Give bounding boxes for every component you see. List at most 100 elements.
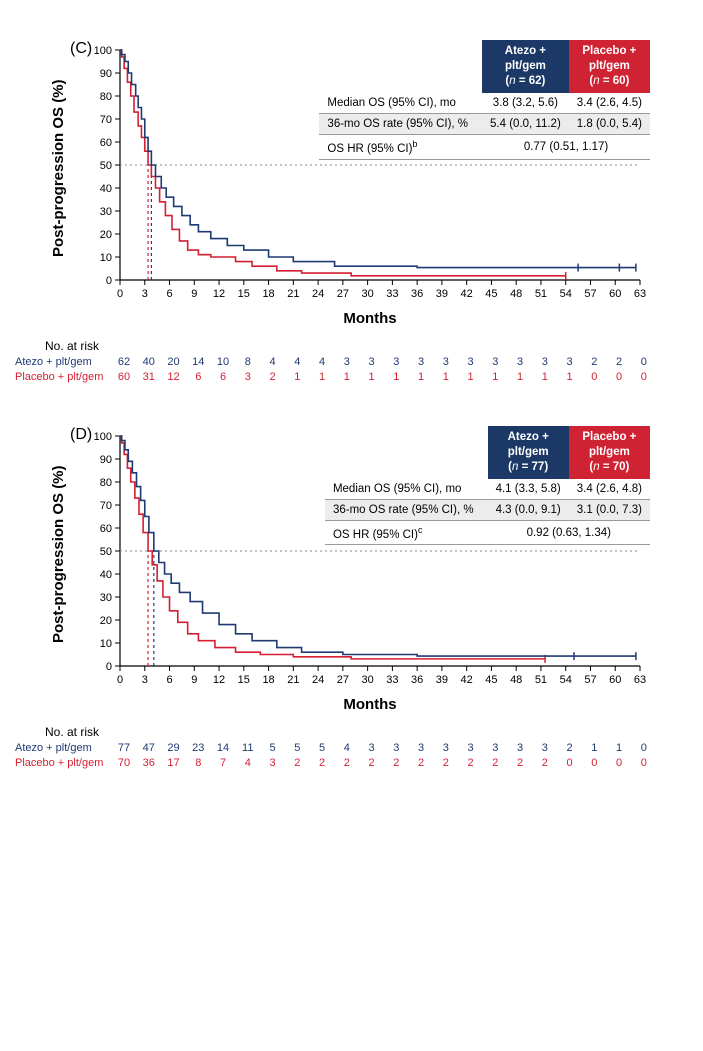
svg-text:57: 57 [584,674,596,686]
table-cell-combined: 0.92 (0.63, 1.34) [488,520,650,545]
table-cell-combined: 0.77 (0.51, 1.17) [482,134,650,159]
risk-cell: 2 [433,756,458,771]
svg-text:54: 54 [560,674,572,686]
risk-cell: 5 [310,741,335,756]
risk-cell: 2 [285,756,310,771]
risk-cell: 5 [285,741,310,756]
risk-cell: 2 [359,756,384,771]
risk-cell: 3 [334,355,359,370]
svg-text:50: 50 [100,546,112,558]
svg-text:63: 63 [634,674,646,686]
table-header-atezo: Atezo +plt/gem(n = 77) [488,426,569,479]
risk-cell: 70 [112,756,137,771]
svg-text:9: 9 [191,288,197,300]
svg-text:40: 40 [100,183,112,195]
svg-text:90: 90 [100,454,112,466]
svg-text:10: 10 [100,638,112,650]
panel-label: (C) [70,40,92,58]
risk-cell: 20 [161,355,186,370]
svg-text:50: 50 [100,160,112,172]
risk-row-placebo: Placebo + plt/gem60311266321111111111110… [15,370,703,385]
risk-cell: 6 [211,370,236,385]
svg-text:51: 51 [535,674,547,686]
svg-text:0: 0 [106,661,112,673]
table-cell-placebo: 3.4 (2.6, 4.8) [569,479,650,500]
table-row-label: OS HR (95% CI)b [319,134,482,159]
risk-cell: 0 [607,370,632,385]
risk-cell: 5 [260,741,285,756]
svg-text:24: 24 [312,288,324,300]
svg-text:9: 9 [191,674,197,686]
table-row-label: 36-mo OS rate (95% CI), % [319,113,482,134]
table-cell-placebo: 1.8 (0.0, 5.4) [569,113,650,134]
risk-cell: 1 [483,370,508,385]
risk-row-label: Atezo + plt/gem [15,741,119,756]
risk-title: No. at risk [45,339,703,353]
x-axis-label: Months [90,310,650,327]
svg-text:42: 42 [461,288,473,300]
svg-text:21: 21 [287,674,299,686]
risk-cell: 77 [112,741,137,756]
summary-table: Atezo +plt/gem(n = 62)Placebo +plt/gem(n… [319,40,650,160]
svg-text:70: 70 [100,114,112,126]
svg-text:6: 6 [166,674,172,686]
risk-cell: 1 [384,370,409,385]
svg-text:30: 30 [361,288,373,300]
risk-row-label: Placebo + plt/gem [15,370,119,385]
table-header-atezo: Atezo +plt/gem(n = 62) [482,40,569,93]
svg-text:12: 12 [213,674,225,686]
table-cell-placebo: 3.1 (0.0, 7.3) [569,499,650,520]
risk-cell: 3 [483,355,508,370]
risk-cell: 4 [285,355,310,370]
risk-cell: 0 [582,370,607,385]
risk-cell: 1 [409,370,434,385]
risk-cell: 17 [161,756,186,771]
risk-row-placebo: Placebo + plt/gem70361787432222222222200… [15,756,703,771]
svg-text:42: 42 [461,674,473,686]
risk-cell: 3 [483,741,508,756]
svg-text:80: 80 [100,477,112,489]
risk-cell: 3 [409,355,434,370]
risk-cell: 2 [409,756,434,771]
table-cell-atezo: 4.1 (3.3, 5.8) [488,479,569,500]
svg-text:45: 45 [485,674,497,686]
risk-cell: 3 [532,355,557,370]
risk-cell: 1 [532,370,557,385]
table-header-placebo: Placebo +plt/gem(n = 60) [569,40,650,93]
risk-cell: 2 [384,756,409,771]
risk-cell: 3 [532,741,557,756]
risk-cell: 0 [582,756,607,771]
risk-cell: 2 [310,756,335,771]
svg-text:20: 20 [100,229,112,241]
svg-text:6: 6 [166,288,172,300]
svg-text:100: 100 [94,45,112,57]
risk-row-label: Atezo + plt/gem [15,355,119,370]
risk-cell: 11 [235,741,260,756]
risk-cell: 60 [112,370,137,385]
y-axis-label: Post-progression OS (%) [50,79,67,257]
panel-label: (D) [70,426,92,444]
risk-cell: 47 [136,741,161,756]
risk-cell: 1 [508,370,533,385]
risk-cell: 3 [409,741,434,756]
risk-cell: 3 [433,355,458,370]
risk-cell: 3 [458,355,483,370]
km-chart: Post-progression OS (%)03691215182124273… [90,40,650,310]
svg-text:33: 33 [386,674,398,686]
svg-text:51: 51 [535,288,547,300]
svg-text:39: 39 [436,674,448,686]
risk-cell: 14 [211,741,236,756]
risk-cell: 1 [310,370,335,385]
svg-text:27: 27 [337,674,349,686]
svg-text:60: 60 [100,523,112,535]
x-axis-label: Months [90,696,650,713]
risk-cell: 3 [458,741,483,756]
risk-cell: 2 [532,756,557,771]
risk-cell: 1 [557,370,582,385]
svg-text:70: 70 [100,500,112,512]
risk-cell: 3 [384,741,409,756]
table-row-label: Median OS (95% CI), mo [319,93,482,114]
table-row-label: 36-mo OS rate (95% CI), % [325,499,488,520]
risk-cell: 0 [631,756,656,771]
svg-text:15: 15 [238,288,250,300]
